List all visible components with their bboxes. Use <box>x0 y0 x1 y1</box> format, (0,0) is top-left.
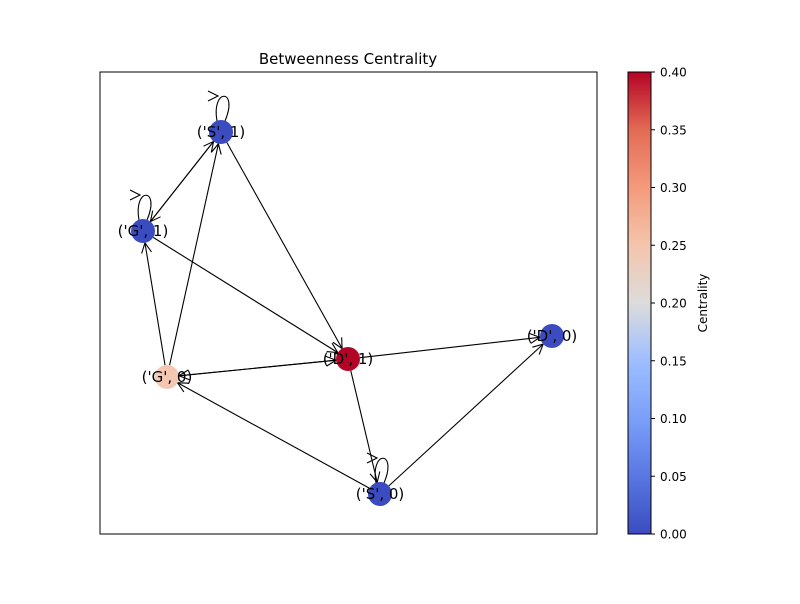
plot-frame <box>99 71 598 535</box>
edge-s1-d1 <box>226 142 343 350</box>
nodes-layer: ('S', 1) ('G', 1) ('D', 1) ('G', 0) ('D', 0)… <box>118 120 578 506</box>
self-loop-s1 <box>207 90 230 122</box>
node-d0: ('D', 0) <box>527 324 578 348</box>
edge-g1-d1 <box>152 236 339 354</box>
node-marker <box>131 219 155 243</box>
colorbar-tick-label: 0.15 <box>660 354 687 368</box>
self-loop-g1 <box>129 189 152 221</box>
node-marker <box>368 482 392 506</box>
colorbar-tick-label: 0.30 <box>660 181 687 195</box>
node-d1: ('D', 1) <box>323 347 374 371</box>
self-loop-s0 <box>366 452 389 484</box>
node-marker <box>155 365 179 389</box>
edge-g0-d1 <box>178 355 338 377</box>
node-g0: ('G', 0) <box>142 365 193 389</box>
node-label: ('G', 1) <box>118 222 169 240</box>
colorbar-tick-label: 0.10 <box>660 412 687 426</box>
colorbar-label: Centrality <box>696 274 710 333</box>
node-marker <box>540 324 564 348</box>
node-label: ('D', 1) <box>323 350 374 368</box>
edge-d1-d0 <box>359 332 542 359</box>
node-label: ('G', 0) <box>142 368 193 386</box>
edge-g0-g1 <box>141 241 166 366</box>
colorbar-gradient <box>627 71 652 535</box>
node-label: ('S', 0) <box>356 485 405 503</box>
colorbar-tick-label: 0.25 <box>660 239 687 253</box>
node-marker <box>209 120 233 144</box>
node-g1: ('G', 1) <box>118 219 169 243</box>
chart-title: Betweenness Centrality <box>259 50 437 68</box>
node-label: ('D', 0) <box>527 327 578 345</box>
colorbar-ticks: 0.00 0.05 0.10 0.15 0.20 0.25 0.30 0.35 0.40 <box>651 66 687 542</box>
edge-g0-s1 <box>169 142 222 366</box>
edge-d1-s0 <box>350 370 381 484</box>
node-label: ('S', 1) <box>197 123 246 141</box>
edges-layer <box>129 90 545 489</box>
edge-d1-g0 <box>177 359 337 381</box>
node-marker <box>336 347 360 371</box>
edge-s0-d0 <box>388 343 545 487</box>
colorbar-tick-label: 0.40 <box>660 66 687 80</box>
node-s1: ('S', 1) <box>197 120 246 144</box>
colorbar-tick-label: 0.05 <box>660 470 687 484</box>
colorbar-tick-label: 0.00 <box>660 528 687 542</box>
colorbar-tick-label: 0.35 <box>660 123 687 137</box>
node-s0: ('S', 0) <box>356 482 405 506</box>
edge-s0-g0 <box>176 382 370 489</box>
colorbar: 0.00 0.05 0.10 0.15 0.20 0.25 0.30 0.35 0.40 Cen… <box>627 66 710 542</box>
colorbar-tick-label: 0.20 <box>660 297 687 311</box>
